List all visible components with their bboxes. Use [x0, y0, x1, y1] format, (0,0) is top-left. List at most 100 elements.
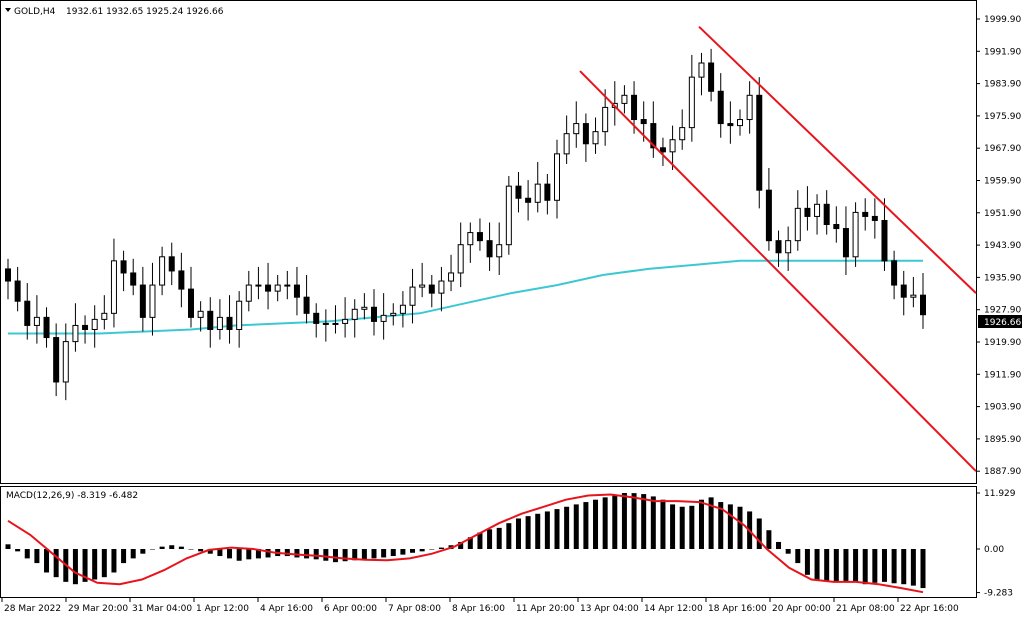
bear-candle	[168, 256, 175, 272]
macd-histogram-bar	[294, 549, 300, 558]
macd-histogram-bar	[901, 549, 907, 585]
macd-histogram-bar	[535, 513, 541, 549]
bear-candle	[53, 337, 60, 383]
macd-histogram-bar	[487, 529, 493, 549]
bear-candle	[43, 316, 50, 339]
macd-histogram-bar	[34, 549, 40, 564]
macd-histogram-bar	[776, 541, 782, 549]
macd-histogram-bar	[342, 549, 348, 562]
macd-histogram-bar	[872, 549, 878, 583]
bear-candle	[428, 284, 435, 294]
symbol-dropdown-icon[interactable]	[5, 8, 11, 12]
moving-average-line	[8, 259, 923, 335]
macd-histogram-bar	[255, 549, 261, 559]
bull-candle	[496, 244, 503, 258]
macd-histogram-bar	[515, 518, 521, 549]
bull-candle	[814, 203, 821, 217]
channel-lower-line[interactable]	[579, 70, 977, 472]
macd-histogram-bar	[544, 511, 550, 549]
symbol-label: GOLD,H4	[14, 7, 56, 17]
macd-histogram-bar	[679, 506, 685, 549]
bear-candle	[862, 211, 869, 217]
price-tick-label: 1951.90	[984, 209, 1021, 219]
bull-candle	[101, 312, 108, 320]
bear-candle	[139, 284, 146, 318]
price-tick-label: 1959.90	[984, 177, 1021, 187]
time-tick-label: 22 Apr 16:00	[900, 604, 959, 614]
macd-histogram-bar	[804, 549, 810, 575]
macd-histogram-bar	[236, 549, 242, 561]
bull-candle	[573, 123, 580, 135]
time-tick-label: 18 Apr 16:00	[708, 604, 767, 614]
bull-candle	[563, 133, 570, 155]
macd-histogram-bar	[323, 549, 329, 561]
macd-histogram-bar	[44, 549, 50, 573]
macd-tick-label: -9.283	[984, 589, 1013, 599]
bull-candle	[72, 324, 79, 343]
bear-candle	[486, 240, 493, 258]
price-tick-label: 1967.90	[984, 144, 1021, 154]
bear-candle	[708, 62, 715, 92]
macd-histogram-bar	[265, 549, 271, 558]
bull-candle	[284, 284, 291, 287]
macd-histogram-bar	[660, 499, 666, 549]
bull-candle	[467, 232, 474, 246]
time-tick-label: 7 Apr 08:00	[388, 604, 441, 614]
macd-histogram-bar	[785, 549, 791, 554]
macd-histogram-bar	[756, 518, 762, 549]
macd-histogram-bar	[737, 506, 743, 549]
bear-candle	[14, 280, 21, 302]
bull-candle	[380, 314, 387, 322]
bear-candle	[371, 306, 377, 322]
price-tick-label: 1975.90	[984, 112, 1021, 122]
bear-candle	[82, 324, 89, 330]
bear-candle	[188, 288, 194, 318]
bull-candle	[399, 304, 406, 314]
time-axis: 28 Mar 2022 29 Mar 20:00 31 Mar 04:00 1 Apr…	[1, 598, 959, 614]
bear-candle	[313, 312, 320, 324]
macd-histogram-bar	[593, 499, 599, 549]
macd-histogram-bar	[795, 549, 801, 564]
bear-candle	[265, 284, 272, 292]
channel-upper-line[interactable]	[698, 25, 977, 294]
bull-candle	[688, 76, 695, 129]
bull-candle	[216, 316, 223, 330]
macd-histogram-bar	[891, 549, 897, 584]
macd-histogram-bar	[641, 494, 647, 549]
bear-candle	[640, 119, 647, 125]
trend-channel-layer	[579, 25, 977, 472]
macd-histogram-bar	[621, 493, 627, 549]
bull-candle	[351, 308, 358, 320]
macd-tick-label: 11.929	[984, 489, 1016, 499]
macd-histogram-bar	[304, 549, 310, 559]
macd-histogram-bar	[564, 506, 570, 549]
current-price-value: 1926.66	[984, 318, 1021, 328]
price-tick-label: 1943.90	[984, 241, 1021, 251]
time-tick-label: 20 Apr 00:00	[772, 604, 831, 614]
bull-candle	[852, 211, 859, 258]
macd-histogram-bar	[410, 549, 416, 553]
bear-candle	[823, 203, 830, 226]
bear-candle	[727, 123, 734, 127]
macd-histogram-bar	[246, 549, 252, 560]
bear-candle	[650, 123, 657, 149]
bull-candle	[274, 284, 281, 292]
bull-candle	[342, 318, 349, 324]
bull-candle	[746, 94, 753, 121]
time-tick-label: 21 Apr 08:00	[836, 604, 895, 614]
macd-histogram-bar	[708, 497, 714, 549]
macd-signal-line	[7, 493, 924, 594]
macd-histogram-bar	[178, 546, 184, 549]
bear-candle	[804, 207, 811, 217]
price-tick-label: 1927.90	[984, 306, 1021, 316]
macd-histogram-bar	[458, 541, 464, 549]
bull-candle	[534, 183, 541, 203]
macd-histogram-bar	[573, 504, 579, 549]
macd-histogram-bar	[159, 546, 165, 549]
macd-histogram-bar	[101, 549, 107, 578]
bull-candle	[448, 272, 455, 282]
macd-histogram-bar	[332, 549, 338, 563]
macd-histogram-bar	[766, 530, 772, 549]
bull-candle	[245, 284, 252, 302]
bear-candle	[544, 183, 551, 201]
